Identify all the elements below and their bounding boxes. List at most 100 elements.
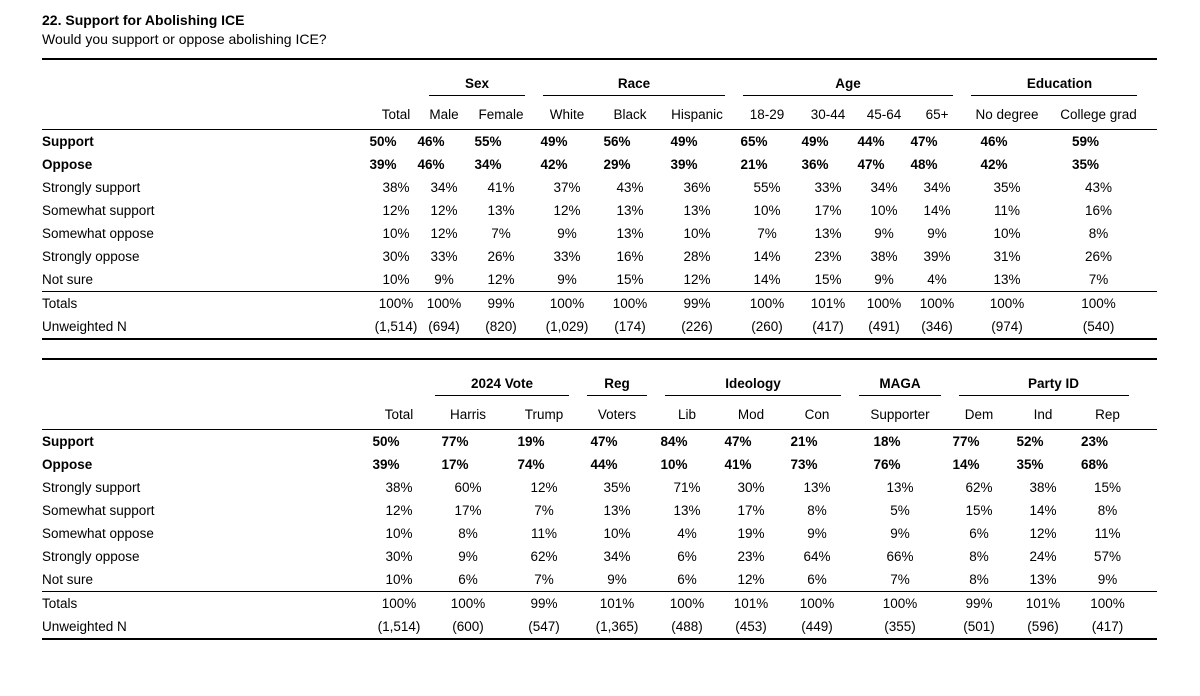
cell-value: (1,029) (545, 319, 589, 334)
cell: 62% (510, 545, 578, 568)
cell-value: 36% (801, 157, 829, 172)
cell: 10% (962, 222, 1052, 245)
table-row: Strongly oppose 30% 33% 26% 33% 16% 28% 14% 23% 3… (42, 245, 1157, 268)
cell-value: 33% (553, 249, 581, 264)
cell: 42% (962, 153, 1052, 176)
cell: 10% (734, 199, 800, 222)
group-header-race: Race (534, 59, 734, 96)
cell: 100% (856, 292, 912, 316)
cell: (346) (912, 315, 962, 339)
cell: 14% (734, 245, 800, 268)
cell-value: 10% (385, 526, 413, 541)
cell: 99% (660, 292, 734, 316)
row-label: Strongly support (42, 180, 141, 195)
cell: 9% (426, 545, 510, 568)
cell: 12% (534, 199, 600, 222)
cell-value: 57% (1094, 549, 1122, 564)
question-text: Would you support or oppose abolishing I… (42, 31, 327, 47)
cell: 49% (660, 130, 734, 154)
cell-value: 17% (441, 457, 469, 472)
row-label: Unweighted N (42, 619, 127, 634)
cell-value: 47% (857, 157, 885, 172)
cell: 84% (656, 430, 718, 454)
cell: 9% (420, 268, 468, 292)
cell: 99% (950, 592, 1008, 616)
cell-value: 77% (952, 434, 980, 449)
row-label: Totals (42, 296, 78, 311)
cell-value: 13% (683, 203, 711, 218)
column-header: College grad (1060, 107, 1137, 122)
cell-value: (694) (428, 319, 460, 334)
cell: 100% (1078, 592, 1157, 616)
column-header-row: Total Harris Trump Voters Lib Mod Con Supporter… (42, 396, 1157, 430)
group-header-label: Age (835, 76, 861, 91)
totals-row: Totals 100% 100% 99% 101% 100% 101% 100% 100% 99%… (42, 592, 1157, 616)
cell-value: 13% (616, 203, 644, 218)
cell: 100% (656, 592, 718, 616)
cell: 11% (1078, 522, 1157, 545)
cell-value: 9% (434, 272, 454, 287)
cell: 13% (800, 222, 856, 245)
cell-value: 100% (1090, 596, 1125, 611)
group-header-blank (42, 359, 426, 396)
cell-value: 12% (430, 203, 458, 218)
column-header: Hispanic (671, 107, 723, 122)
column-header-blank (42, 96, 372, 130)
cell-value: 47% (590, 434, 618, 449)
cell: 19% (718, 522, 784, 545)
cell: 12% (372, 499, 426, 522)
table-header: Sex Race Age Education Total Male Female White B… (42, 59, 1158, 130)
cell: 49% (534, 130, 600, 154)
row-label: Support (42, 434, 94, 449)
column-header: Male (429, 107, 459, 122)
group-header-label: Party ID (1028, 376, 1080, 391)
cell-value: 50% (372, 434, 400, 449)
cell: 60% (426, 476, 510, 499)
group-header-party-id: Party ID (950, 359, 1157, 396)
cell-value: 28% (683, 249, 711, 264)
cell: 30% (718, 476, 784, 499)
cell: 39% (369, 153, 420, 176)
cell: 26% (1052, 245, 1157, 268)
cell-value: 44% (590, 457, 618, 472)
cell: 57% (1078, 545, 1157, 568)
row-label: Oppose (42, 157, 93, 172)
cell: 15% (1078, 476, 1157, 499)
cell: 11% (510, 522, 578, 545)
table-row: Somewhat support 12% 17% 7% 13% 13% 17% 8% 5% 15%… (42, 499, 1157, 522)
group-underline (859, 395, 942, 396)
cell-value: 8% (969, 572, 989, 587)
cell-value: 38% (382, 180, 410, 195)
cell-value: 11% (1094, 526, 1121, 541)
cell: 34% (468, 153, 534, 176)
cell-value: 12% (737, 572, 765, 587)
cell: 101% (718, 592, 784, 616)
cell: 101% (1008, 592, 1078, 616)
cell-value: 100% (989, 296, 1025, 311)
cell: 14% (950, 453, 1008, 476)
cell: 44% (856, 130, 912, 154)
group-header-label: Ideology (725, 376, 781, 391)
cell-value: 14% (753, 249, 781, 264)
row-label: Somewhat oppose (42, 226, 154, 241)
group-header-ideology: Ideology (656, 359, 850, 396)
cell: 99% (510, 592, 578, 616)
cell: (226) (660, 315, 734, 339)
cell: 99% (468, 292, 534, 316)
cell-value: 4% (927, 272, 947, 287)
column-header: Con (804, 407, 830, 422)
cell-value: 65% (740, 134, 768, 149)
cell-value: 100% (450, 596, 486, 611)
cell-value: 100% (919, 296, 955, 311)
cell-value: 15% (965, 503, 993, 518)
cell-value: 11% (994, 203, 1021, 218)
cell-value: 30% (737, 480, 765, 495)
cell: 9% (534, 268, 600, 292)
cell: 76% (850, 453, 950, 476)
cell-value: 17% (454, 503, 482, 518)
cell: 23% (800, 245, 856, 268)
cell-value: 55% (753, 180, 781, 195)
cell: 9% (850, 522, 950, 545)
cell: 9% (1078, 568, 1157, 592)
cell-value: 101% (1025, 596, 1061, 611)
